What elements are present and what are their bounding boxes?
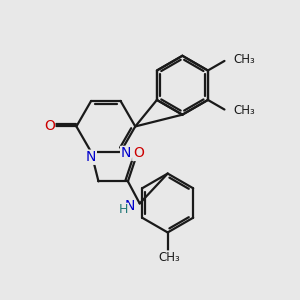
Text: N: N [124, 199, 135, 213]
Text: O: O [133, 146, 144, 161]
Text: N: N [86, 150, 96, 164]
Text: O: O [44, 119, 55, 134]
Text: N: N [121, 146, 131, 161]
Text: CH₃: CH₃ [233, 104, 255, 118]
Text: H: H [119, 203, 128, 216]
Text: CH₃: CH₃ [233, 53, 255, 66]
Text: CH₃: CH₃ [158, 251, 180, 264]
